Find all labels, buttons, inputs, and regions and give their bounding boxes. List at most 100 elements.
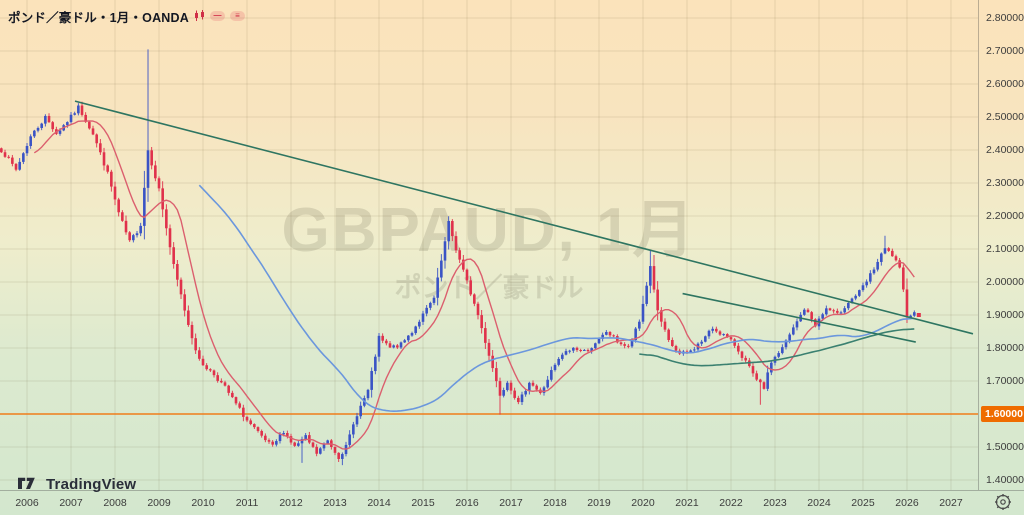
candle-body bbox=[700, 341, 703, 344]
candle-chart-icon[interactable] bbox=[194, 10, 205, 22]
candle-body bbox=[352, 424, 355, 435]
candle-body bbox=[729, 337, 733, 340]
hide-indicator-icon[interactable]: — bbox=[209, 11, 225, 21]
price-axis-label: 2.00000 bbox=[986, 275, 1024, 288]
candle-body bbox=[473, 294, 476, 304]
tradingview-logo[interactable]: TradingView bbox=[18, 476, 136, 493]
candle-body bbox=[348, 434, 351, 445]
candle-body bbox=[795, 321, 799, 328]
candle-body bbox=[839, 312, 843, 314]
trendline-long-term-descending[interactable] bbox=[74, 100, 974, 335]
time-axis-label: 2022 bbox=[719, 497, 743, 509]
candle-body bbox=[216, 375, 219, 381]
candle-body bbox=[187, 310, 190, 325]
candle-body bbox=[289, 436, 293, 443]
candle-body bbox=[359, 405, 362, 417]
candle-body bbox=[388, 343, 392, 348]
candle-body bbox=[572, 347, 575, 351]
trendline-short-descending[interactable] bbox=[682, 292, 916, 343]
price-axis-label: 2.60000 bbox=[986, 77, 1024, 90]
time-axis[interactable]: 2006 2007 2008 2009 2010 2011 2012 2013 2014 2015… bbox=[0, 490, 1024, 515]
candle-body bbox=[275, 441, 278, 445]
candle-body bbox=[803, 309, 806, 315]
candle-body bbox=[594, 343, 597, 349]
candle-body bbox=[887, 248, 890, 251]
candle-body bbox=[88, 121, 91, 129]
candle-body bbox=[337, 452, 340, 459]
candle-body bbox=[733, 339, 736, 346]
long-ma-line[interactable] bbox=[639, 328, 915, 367]
candle-body bbox=[205, 365, 208, 370]
candle-body bbox=[737, 345, 740, 352]
candle-body bbox=[135, 233, 139, 236]
candle-body bbox=[660, 310, 663, 322]
candle-body bbox=[616, 336, 619, 343]
symbol-title[interactable]: ポンド／豪ドル・1月・OANDA bbox=[8, 10, 189, 25]
candle-body bbox=[117, 199, 120, 213]
candle-body bbox=[784, 340, 788, 348]
candle-body bbox=[861, 285, 865, 291]
candle-body bbox=[777, 353, 780, 357]
candle-body bbox=[509, 382, 513, 391]
candle-body bbox=[484, 328, 487, 343]
candle-body bbox=[491, 355, 494, 369]
candle-body bbox=[322, 443, 326, 449]
candle-body bbox=[770, 362, 773, 373]
price-axis-label: 2.10000 bbox=[986, 242, 1024, 255]
candle-body bbox=[172, 247, 175, 265]
candle-body bbox=[29, 136, 32, 146]
price-axis-label: 1.40000 bbox=[986, 474, 1024, 486]
candle-body bbox=[854, 295, 857, 299]
candle-body bbox=[524, 391, 527, 395]
price-axis[interactable]: 2.80000 2.70000 2.60000 2.50000 2.40000 2.300… bbox=[978, 0, 1024, 490]
candlestick-chart[interactable] bbox=[0, 0, 978, 490]
fast-ma-line[interactable] bbox=[33, 120, 915, 450]
candle-body bbox=[601, 334, 604, 339]
candle-body bbox=[253, 424, 256, 428]
candle-body bbox=[95, 134, 98, 144]
candle-body bbox=[814, 319, 817, 327]
candle-body bbox=[66, 122, 69, 126]
candle-body bbox=[517, 397, 520, 403]
candle-body bbox=[293, 442, 296, 446]
slow-ma-line[interactable] bbox=[198, 184, 915, 413]
price-axis-label: 1.50000 bbox=[986, 440, 1024, 453]
candle-body bbox=[14, 163, 18, 170]
candle-body bbox=[597, 338, 601, 344]
time-axis-label: 2017 bbox=[499, 497, 523, 509]
symbol-legend[interactable]: ポンド／豪ドル・1月・OANDA — ≡ bbox=[8, 8, 245, 25]
time-axis-label: 2027 bbox=[939, 497, 963, 509]
candle-body bbox=[561, 354, 564, 359]
time-axis-label: 2018 bbox=[543, 497, 567, 509]
candle-body bbox=[311, 442, 315, 447]
candle-body bbox=[619, 342, 623, 345]
candle-body bbox=[755, 373, 758, 380]
candle-body bbox=[608, 331, 612, 336]
price-axis-label: 2.50000 bbox=[986, 110, 1024, 123]
candle-body bbox=[198, 350, 201, 359]
candle-body bbox=[781, 347, 784, 354]
candle-body bbox=[476, 303, 480, 316]
candle-body bbox=[176, 264, 179, 280]
candle-body bbox=[465, 269, 469, 281]
candle-body bbox=[638, 321, 641, 329]
candle-body bbox=[502, 390, 505, 396]
candle-body bbox=[528, 382, 531, 392]
candle-body bbox=[715, 328, 718, 332]
candle-body bbox=[183, 294, 186, 311]
candle-body bbox=[762, 382, 766, 389]
candle-body bbox=[421, 313, 425, 322]
price-chart-pane[interactable]: GBPAUD, 1月 ポンド／豪ドル ポンド／豪ドル・1月・OANDA — ≡ … bbox=[0, 0, 978, 493]
time-axis-label: 2011 bbox=[235, 497, 259, 509]
candle-body bbox=[220, 380, 223, 383]
candle-body bbox=[605, 331, 608, 335]
candle-body bbox=[751, 366, 755, 374]
candle-body bbox=[132, 235, 135, 241]
more-options-icon[interactable]: ≡ bbox=[229, 11, 245, 21]
candle-body bbox=[238, 403, 241, 408]
candle-body bbox=[663, 321, 667, 330]
candle-body bbox=[165, 209, 168, 229]
settings-gear-icon[interactable] bbox=[994, 493, 1012, 511]
time-axis-label: 2010 bbox=[191, 497, 215, 509]
candle-body bbox=[630, 339, 634, 347]
